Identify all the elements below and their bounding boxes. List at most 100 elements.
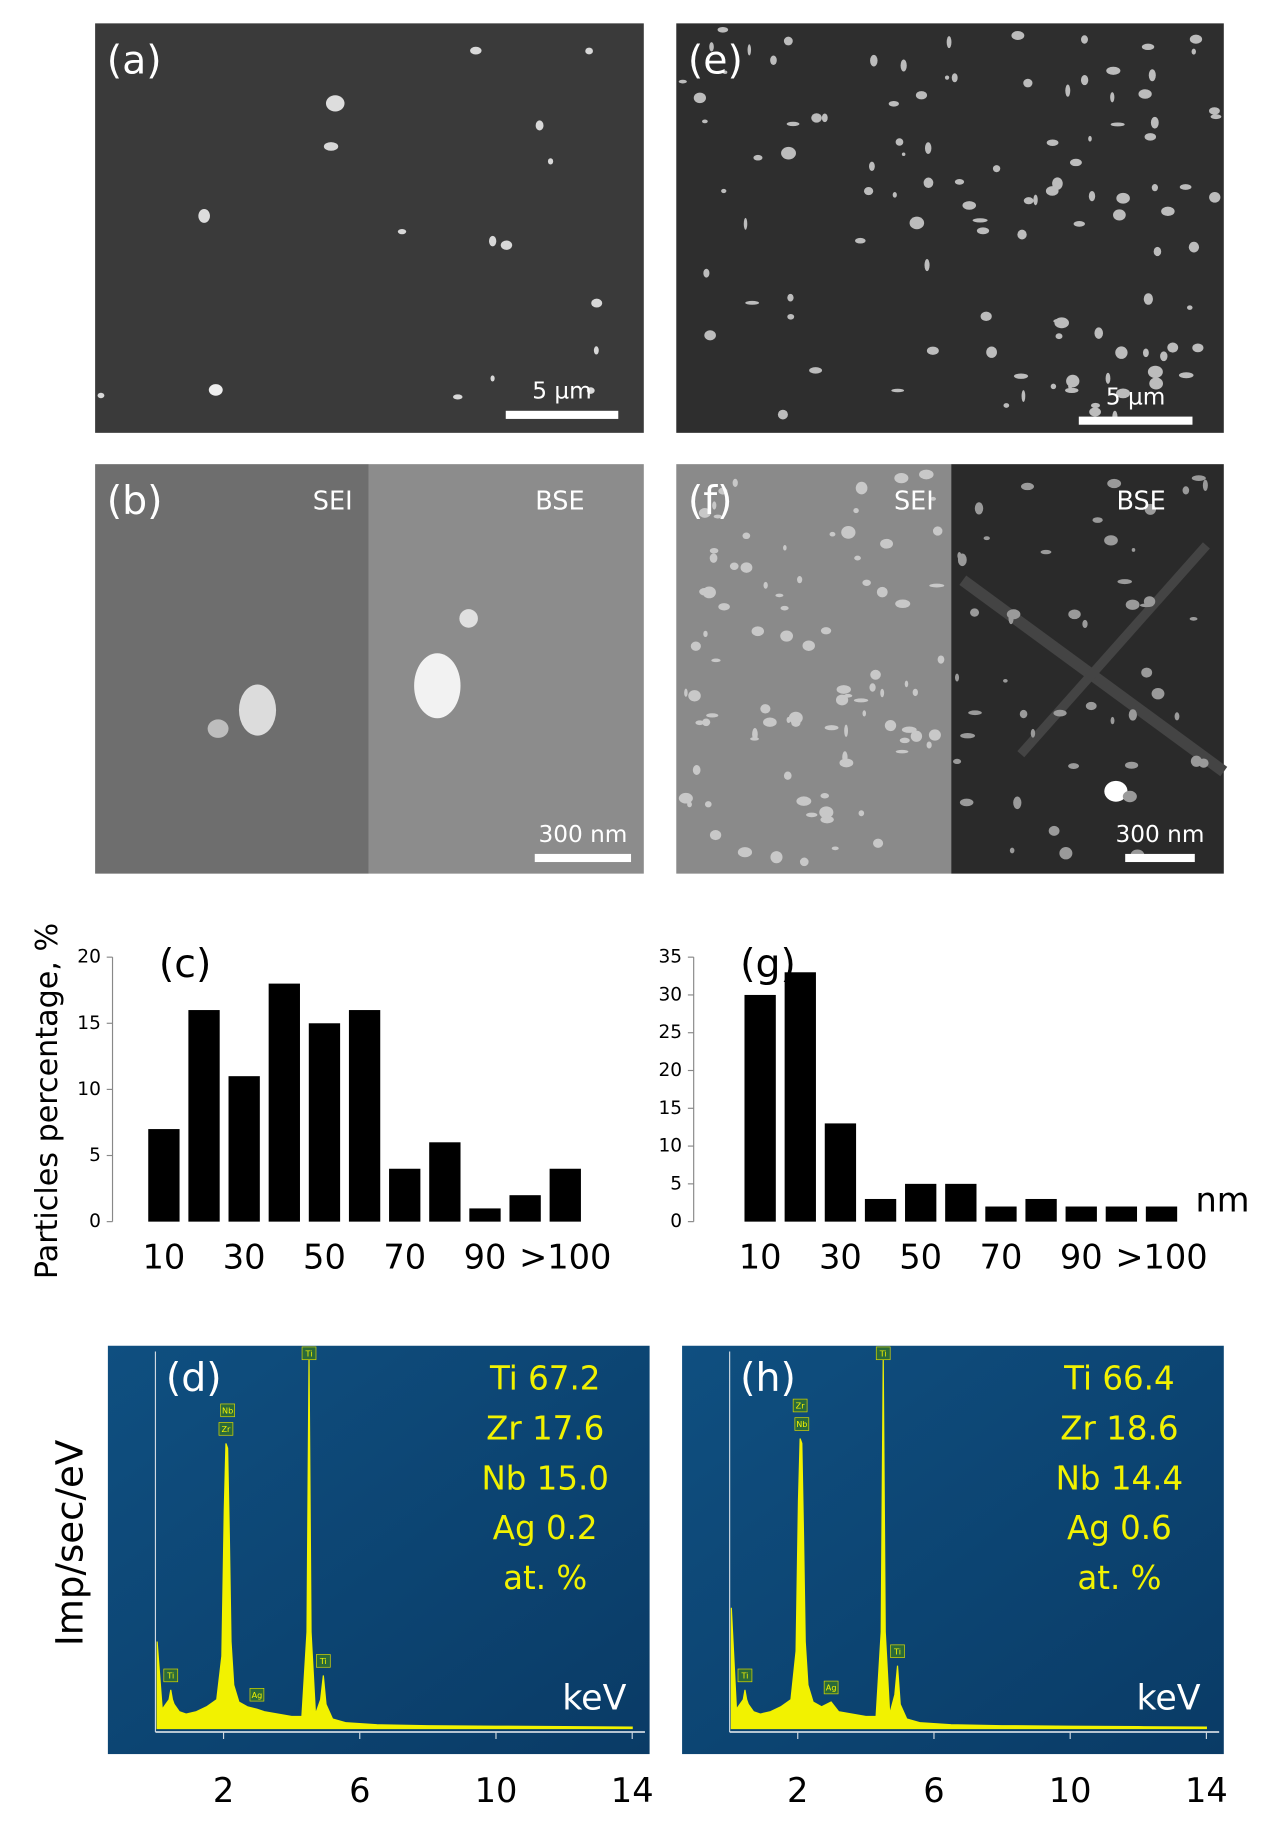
particle: [870, 669, 881, 680]
particle: [1208, 107, 1220, 115]
particle: [1105, 372, 1111, 384]
particle: [892, 192, 897, 198]
particle: [1191, 48, 1196, 55]
particle: [1210, 114, 1222, 120]
particle: [470, 46, 482, 55]
particle: [1023, 78, 1033, 88]
particle: [753, 154, 763, 161]
x-tick-label: 70: [383, 1237, 426, 1276]
y-axis-title: Imp/sec/eV: [48, 1439, 91, 1646]
particle: [535, 120, 544, 131]
particle: [97, 392, 105, 399]
particle: [968, 710, 982, 716]
eds-panel-h: [682, 1345, 1224, 1755]
particle: [1144, 503, 1157, 515]
bar: [985, 1206, 1017, 1222]
composition-line: Ag 0.2: [493, 1509, 598, 1547]
y-tick-label: 20: [77, 947, 101, 968]
y-tick-label: 5: [670, 1173, 682, 1194]
peak-label: Ag: [252, 1690, 263, 1700]
particle: [489, 235, 497, 247]
particle: [740, 562, 753, 573]
particle: [1073, 221, 1086, 227]
particle: [325, 95, 345, 112]
particle: [1030, 728, 1036, 738]
bar: [148, 1129, 180, 1222]
peak-label-box: [792, 1398, 808, 1413]
particle: [915, 91, 928, 100]
particle: [1143, 596, 1156, 607]
particle: [924, 259, 930, 272]
x-tick-label: >100: [519, 1237, 611, 1276]
particle: [1068, 763, 1080, 770]
y-tick-label: 0: [670, 1211, 682, 1232]
particle: [895, 599, 911, 609]
particle: [693, 92, 706, 104]
particle: [1089, 407, 1101, 417]
particle: [742, 532, 751, 540]
particle: [1048, 825, 1060, 836]
particle: [1088, 135, 1092, 142]
particle: [835, 694, 849, 706]
bar: [429, 1142, 461, 1222]
bar: [824, 1123, 857, 1222]
y-tick-label: 20: [658, 1060, 682, 1081]
peak-label-box: [163, 1668, 179, 1683]
particle: [1065, 387, 1079, 393]
particle: [1006, 609, 1021, 620]
particle: [929, 583, 945, 588]
peak-label-box: [794, 1417, 810, 1431]
peak-label: Ti: [893, 1646, 901, 1656]
y-tick-label: 0: [89, 1211, 101, 1232]
particle: [909, 216, 925, 230]
particle: [722, 70, 728, 75]
particle: [786, 716, 791, 723]
particle: [820, 793, 830, 799]
image-mode-label: BSE: [1116, 486, 1165, 516]
sem-image-b-sei: [95, 464, 369, 874]
particle: [799, 857, 809, 867]
particle: [1161, 206, 1175, 217]
particle: [937, 655, 945, 664]
x-tick-label: 2: [787, 1771, 808, 1810]
y-tick-label: 35: [658, 947, 682, 968]
composition-line: Zr 17.6: [486, 1409, 604, 1447]
particle: [1122, 790, 1137, 803]
bar: [945, 1183, 977, 1222]
particle: [718, 603, 730, 611]
particle: [1094, 327, 1104, 339]
particle: [709, 548, 719, 554]
particle: [829, 531, 836, 537]
peak-label: Zr: [221, 1424, 231, 1434]
particle: [1052, 177, 1063, 190]
panel-label: (a): [107, 37, 162, 83]
x-tick-label: 90: [464, 1237, 507, 1276]
chart-label: (h): [740, 1355, 796, 1401]
particle: [1090, 402, 1101, 409]
particle: [873, 838, 884, 848]
chart-label: (g): [740, 941, 796, 987]
particle: [951, 73, 958, 83]
particle: [836, 685, 851, 694]
panel-label: (e): [688, 37, 743, 83]
bar: [784, 972, 816, 1222]
particle: [932, 526, 943, 536]
particle: [858, 810, 865, 817]
chart-label: (d): [166, 1355, 222, 1401]
particle: [1178, 372, 1194, 379]
particle: [1011, 31, 1025, 40]
particle: [1192, 343, 1204, 353]
particle: [783, 771, 792, 780]
particle: [737, 847, 753, 858]
particle: [1053, 318, 1064, 324]
particle: [1143, 293, 1153, 305]
particle: [797, 576, 803, 584]
bar: [1025, 1198, 1057, 1222]
particle: [926, 741, 932, 749]
particle: [819, 806, 834, 819]
particle: [198, 208, 210, 223]
x-tick-label: 10: [1049, 1771, 1092, 1810]
eds-panel-d: [107, 1345, 650, 1755]
peak-label-box: [875, 1346, 891, 1361]
particle: [1019, 709, 1028, 719]
